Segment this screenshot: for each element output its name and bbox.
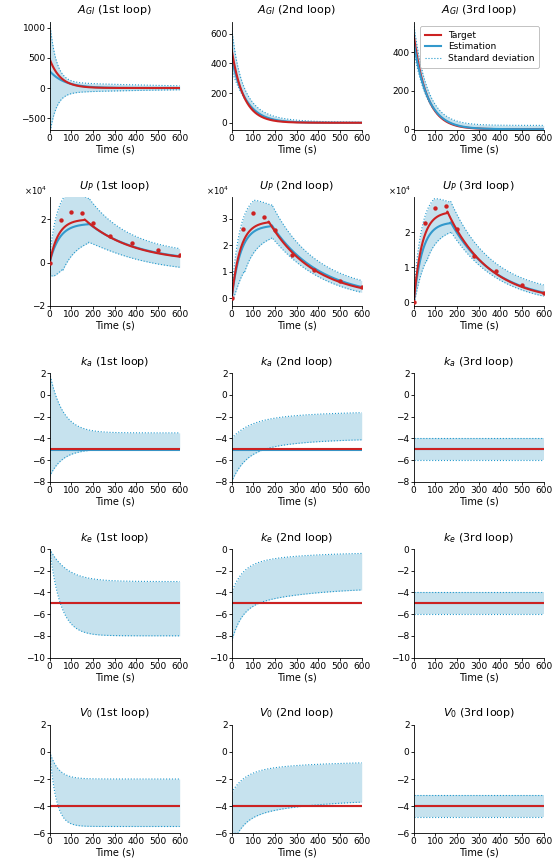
Estimation [473, 123, 480, 134]
Point [270, 222, 279, 236]
Point [470, 249, 479, 263]
Title: $A_{GI}$ (1st loop): $A_{GI}$ (1st loop) [77, 3, 152, 17]
X-axis label: Time (s): Time (s) [459, 496, 498, 506]
X-axis label: Time (s): Time (s) [277, 145, 317, 155]
Point [409, 295, 418, 309]
Point [442, 200, 450, 214]
X-axis label: Time (s): Time (s) [459, 672, 498, 682]
Text: $\times10^4$: $\times10^4$ [388, 185, 411, 197]
X-axis label: Time (s): Time (s) [277, 320, 317, 331]
Point [431, 201, 440, 214]
Estimation [481, 123, 487, 134]
Target [472, 123, 479, 134]
Point [310, 264, 319, 278]
Point [45, 255, 54, 269]
Text: $\times10^4$: $\times10^4$ [206, 185, 229, 197]
Title: $A_{GI}$ (3rd loop): $A_{GI}$ (3rd loop) [440, 3, 517, 17]
X-axis label: Time (s): Time (s) [95, 496, 135, 506]
Estimation [540, 124, 547, 135]
Target [488, 124, 495, 135]
X-axis label: Time (s): Time (s) [95, 145, 135, 155]
Title: $A_{GI}$ (2nd loop): $A_{GI}$ (2nd loop) [257, 3, 336, 17]
Point [492, 264, 501, 278]
Title: $k_e$ (1st loop): $k_e$ (1st loop) [80, 530, 150, 545]
Title: $V_0$ (1st loop): $V_0$ (1st loop) [79, 707, 150, 720]
X-axis label: Time (s): Time (s) [277, 848, 317, 858]
Estimation [410, 37, 417, 48]
X-axis label: Time (s): Time (s) [95, 848, 135, 858]
Estimation [517, 124, 524, 135]
X-axis label: Time (s): Time (s) [277, 672, 317, 682]
Title: $V_0$ (3rd loop): $V_0$ (3rd loop) [443, 707, 515, 720]
X-axis label: Time (s): Time (s) [95, 672, 135, 682]
Point [176, 248, 184, 262]
Title: $k_a$ (2nd loop): $k_a$ (2nd loop) [260, 355, 333, 369]
X-axis label: Time (s): Time (s) [459, 320, 498, 331]
Line: Target: Target [413, 35, 544, 129]
Point [78, 206, 87, 220]
Point [56, 213, 65, 227]
X-axis label: Time (s): Time (s) [277, 496, 317, 506]
Target [481, 123, 487, 134]
Target [473, 123, 480, 134]
X-axis label: Time (s): Time (s) [459, 848, 498, 858]
Point [227, 291, 236, 305]
X-axis label: Time (s): Time (s) [95, 320, 135, 331]
Point [128, 236, 136, 250]
X-axis label: Time (s): Time (s) [459, 145, 498, 155]
Text: $\times10^4$: $\times10^4$ [24, 185, 47, 197]
Point [249, 207, 258, 220]
Point [260, 210, 269, 224]
Title: $U_P$ (1st loop): $U_P$ (1st loop) [79, 179, 150, 194]
Title: $U_P$ (3rd loop): $U_P$ (3rd loop) [443, 179, 515, 194]
Title: $V_0$ (2nd loop): $V_0$ (2nd loop) [259, 707, 334, 720]
Point [420, 216, 429, 230]
Legend: Target, Estimation, Standard deviation: Target, Estimation, Standard deviation [420, 26, 539, 68]
Point [357, 280, 366, 294]
Point [89, 216, 98, 230]
Estimation [488, 123, 495, 134]
Point [67, 206, 76, 220]
Point [336, 274, 344, 288]
Title: $k_e$ (2nd loop): $k_e$ (2nd loop) [260, 530, 333, 545]
Point [153, 243, 162, 257]
Title: $k_e$ (3rd loop): $k_e$ (3rd loop) [443, 530, 514, 545]
Estimation [537, 124, 544, 135]
Target [410, 30, 417, 40]
Point [106, 229, 115, 243]
Target [540, 124, 547, 135]
Estimation [472, 123, 479, 134]
Line: Estimation: Estimation [413, 43, 544, 129]
Title: $k_a$ (3rd loop): $k_a$ (3rd loop) [443, 355, 514, 369]
Point [518, 278, 527, 292]
Title: $k_a$ (1st loop): $k_a$ (1st loop) [80, 355, 150, 369]
Point [238, 222, 247, 236]
Target [517, 124, 524, 135]
Title: $U_P$ (2nd loop): $U_P$ (2nd loop) [259, 179, 334, 194]
Point [539, 286, 548, 299]
Point [288, 247, 297, 261]
Point [453, 222, 461, 236]
Target [537, 124, 544, 135]
